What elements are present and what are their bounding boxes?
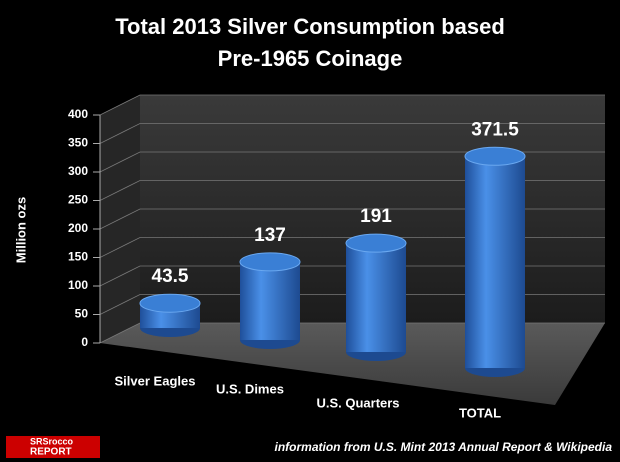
y-tick-label: 400 — [68, 107, 88, 121]
logo: SRSrocco REPORT — [6, 436, 100, 458]
bar-top — [345, 233, 407, 253]
y-tick-label: 350 — [68, 136, 88, 150]
x-tick-label: U.S. Quarters — [316, 395, 399, 410]
grid-line — [99, 180, 605, 201]
grid-line — [99, 94, 605, 116]
grid-line — [99, 123, 605, 144]
x-tick-label: U.S. Dimes — [216, 381, 284, 396]
x-tick-label: Silver Eagles — [115, 373, 196, 388]
y-tick-label: 300 — [68, 164, 88, 178]
grid-line — [99, 208, 605, 230]
value-label: 371.5 — [471, 119, 519, 140]
logo-box — [6, 436, 100, 458]
grid-line — [99, 237, 605, 258]
logo-text: REPORT — [30, 447, 72, 458]
chart-title: Total 2013 Silver Consumption based — [115, 14, 505, 39]
grid-line — [99, 265, 605, 287]
value-label: 191 — [360, 206, 392, 227]
bar-body — [465, 156, 525, 368]
source-note: information from U.S. Mint 2013 Annual R… — [275, 440, 613, 454]
bar — [345, 233, 407, 361]
bar-top — [239, 252, 301, 272]
bar-top — [139, 293, 201, 313]
chart-title: Pre-1965 Coinage — [218, 46, 403, 71]
y-tick-label: 150 — [68, 250, 88, 264]
bar-body — [346, 243, 406, 352]
y-tick-label: 50 — [75, 307, 89, 321]
bar — [139, 293, 201, 337]
y-axis-label: Million ozs — [13, 197, 28, 263]
y-tick-label: 250 — [68, 193, 88, 207]
bar — [464, 146, 526, 377]
x-tick-label: TOTAL — [459, 405, 501, 420]
y-tick-label: 100 — [68, 278, 88, 292]
y-tick-label: 200 — [68, 221, 88, 235]
logo-text: SRSrocco — [30, 436, 74, 446]
grid-line — [99, 151, 605, 173]
bar-top — [464, 146, 526, 166]
value-label: 137 — [254, 225, 286, 246]
bar — [239, 252, 301, 349]
y-tick-label: 0 — [81, 335, 88, 349]
grid-line — [99, 294, 605, 315]
value-label: 43.5 — [152, 266, 189, 287]
bar-body — [240, 261, 300, 340]
